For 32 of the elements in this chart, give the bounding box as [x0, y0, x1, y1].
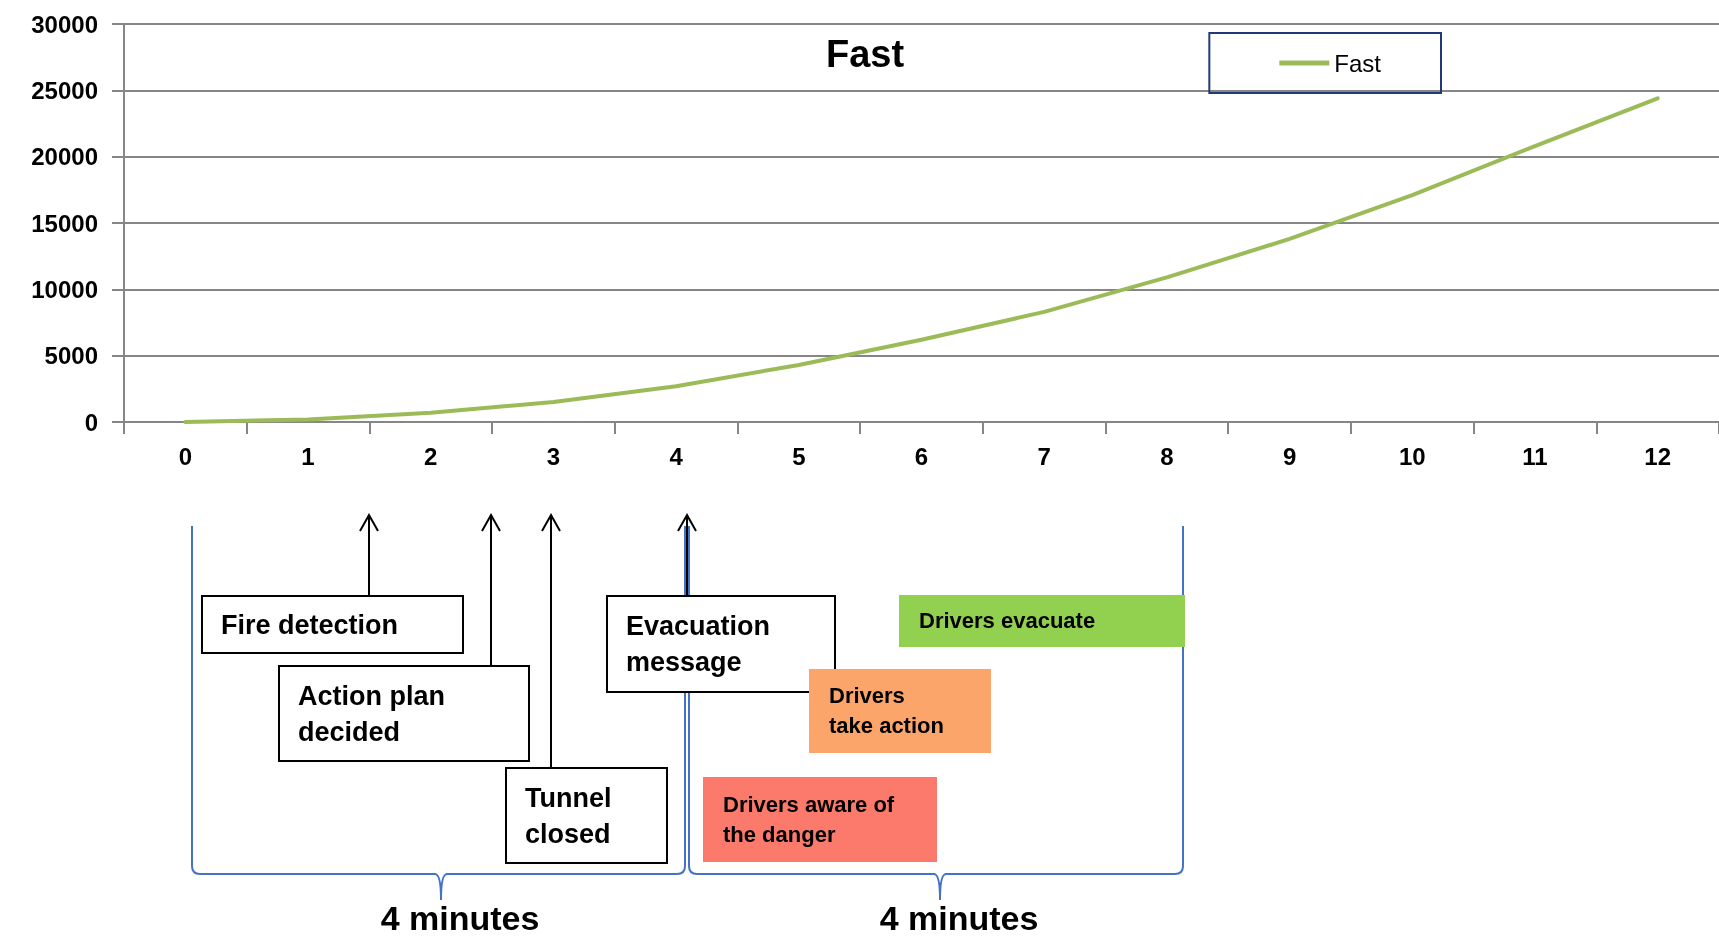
x-tick-label: 6	[914, 442, 929, 470]
text: 4 minutes	[379, 899, 541, 937]
text: Drivers take action	[829, 682, 945, 740]
text: Fire detection	[221, 608, 399, 642]
x-tick-label: 4	[669, 442, 684, 470]
y-tick-label: 20000	[31, 143, 98, 171]
y-tick-label: 15000	[31, 209, 98, 237]
x-tick-label: 9	[1282, 442, 1297, 470]
text: Drivers aware of the danger	[723, 790, 896, 849]
x-tick-label: 3	[546, 442, 561, 470]
x-tick-label: 7	[1037, 442, 1051, 470]
x-tick-label: 10	[1398, 442, 1426, 470]
text: Drivers evacuate	[919, 607, 1096, 635]
x-tick-label: 8	[1160, 442, 1174, 470]
y-tick-label: 30000	[31, 10, 98, 38]
x-tick-label: 12	[1644, 442, 1672, 470]
y-tick-label: 25000	[31, 76, 98, 104]
x-tick-label: 0	[178, 442, 193, 470]
y-tick-label: 0	[84, 408, 98, 436]
x-tick-label: 11	[1522, 442, 1548, 470]
x-tick-label: 1	[301, 442, 315, 470]
y-tick-label: 5000	[44, 342, 98, 370]
x-tick-label: 5	[792, 442, 806, 470]
text: 4 minutes	[878, 899, 1040, 937]
text: Evacuation message	[626, 610, 772, 679]
text: Action plan decided	[298, 679, 446, 749]
text: Tunnel closed	[525, 781, 613, 851]
legend-label: Fast	[1334, 49, 1382, 77]
line-series	[183, 96, 1660, 424]
y-tick-label: 10000	[31, 275, 98, 303]
x-tick-label: 2	[424, 442, 438, 470]
chart-title: Fast	[825, 33, 905, 75]
